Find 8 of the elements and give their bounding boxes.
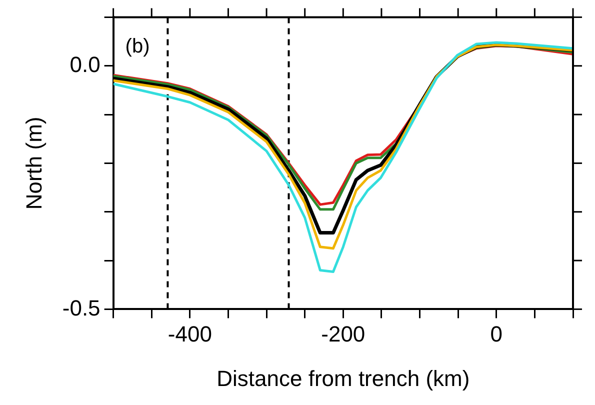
x-tick-label: -200 — [321, 321, 366, 346]
annotation: (b) — [125, 36, 150, 58]
x-tick-label: 0 — [490, 321, 503, 346]
x-axis-title: Distance from trench (km) — [216, 366, 470, 391]
y-axis-title: North (m) — [21, 116, 46, 210]
y-tick-label: -0.5 — [62, 295, 100, 320]
y-tick-label: 0.0 — [70, 52, 100, 77]
x-tick-label: -400 — [168, 321, 212, 346]
